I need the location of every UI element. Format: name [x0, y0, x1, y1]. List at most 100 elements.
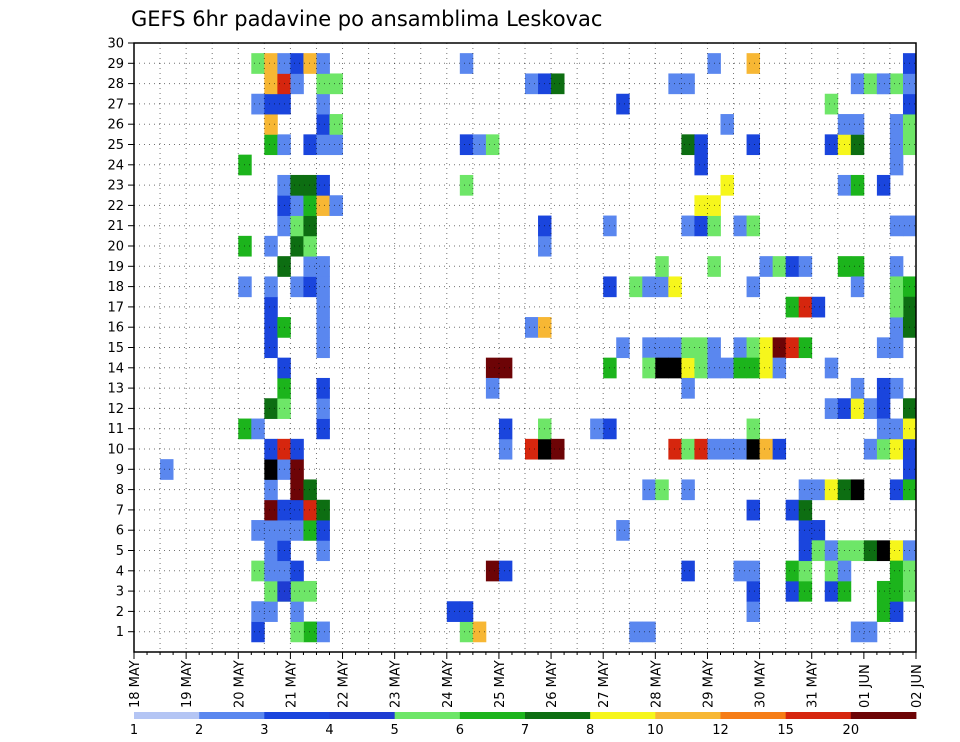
- heatmap-cell: [264, 459, 278, 480]
- legend-label: 3: [260, 723, 268, 738]
- heatmap-cell: [616, 520, 630, 541]
- heatmap-cell: [316, 53, 330, 74]
- heatmap-cell: [655, 256, 669, 277]
- heatmap-cell: [251, 53, 265, 74]
- heatmap-cell: [459, 174, 474, 196]
- heatmap-cell: [889, 560, 904, 582]
- heatmap-cell: [694, 134, 708, 156]
- heatmap-cell: [785, 337, 800, 359]
- heatmap-cell: [329, 114, 343, 135]
- heatmap-cell: [876, 377, 891, 399]
- heatmap-cell: [316, 520, 330, 541]
- heatmap-cell: [876, 174, 891, 196]
- heatmap-cell: [264, 601, 278, 622]
- heatmap-cell: [629, 621, 643, 643]
- heatmap-cell: [889, 479, 904, 501]
- heatmap-cell: [759, 256, 774, 277]
- heatmap-cell: [694, 438, 708, 460]
- y-tick-label: 24: [107, 158, 124, 173]
- legend-swatch: [394, 712, 461, 719]
- x-tick-label: 23 MAY: [389, 660, 404, 708]
- x-tick-label: 25 MAY: [493, 660, 508, 708]
- x-tick-label: 21 MAY: [284, 660, 299, 708]
- heatmap-cell: [798, 256, 813, 277]
- heatmap-cell: [889, 134, 904, 156]
- x-tick-label: 01 JUN: [858, 664, 873, 708]
- y-axis: 1234567891011121314151617181920212223242…: [107, 37, 134, 640]
- heatmap-cell: [459, 621, 474, 643]
- heatmap-cell: [889, 317, 904, 338]
- heatmap-cell: [264, 520, 278, 541]
- heatmap-cell: [720, 357, 734, 379]
- heatmap-cell: [303, 580, 317, 602]
- heatmap-cell: [863, 398, 878, 419]
- x-tick-label: 29 MAY: [702, 660, 717, 708]
- heatmap-cell: [746, 53, 760, 74]
- heatmap-cell: [290, 235, 304, 257]
- legend-swatch: [525, 712, 591, 719]
- heatmap-cell: [290, 580, 304, 602]
- heatmap-cell: [889, 276, 904, 298]
- heatmap-cell: [798, 520, 813, 541]
- heatmap-cell: [889, 438, 904, 460]
- heatmap-cell: [850, 134, 865, 156]
- heatmap-cell: [668, 276, 682, 298]
- heatmap-cell: [303, 235, 317, 257]
- heatmap-cell: [850, 377, 865, 399]
- x-axis: 18 MAY 19 MAY 20 MAY 21 MAY 22 MAY 23 MAY 24 M…: [128, 652, 925, 708]
- heatmap-cell: [290, 499, 304, 521]
- heatmap-cell: [485, 560, 500, 582]
- heatmap-cell: [681, 377, 695, 399]
- heatmap-cell: [889, 256, 904, 277]
- legend-label: 4: [325, 723, 333, 738]
- y-tick-label: 21: [107, 219, 124, 234]
- heatmap-cell: [264, 438, 278, 460]
- heatmap-cell: [681, 337, 695, 359]
- heatmap-cell: [316, 337, 330, 359]
- heatmap-cell: [850, 479, 865, 501]
- heatmap-cell: [316, 114, 330, 135]
- heatmap-cell: [785, 560, 800, 582]
- heatmap-cell: [863, 73, 878, 95]
- y-tick-label: 30: [107, 37, 124, 52]
- heatmap-cell: [264, 337, 278, 359]
- y-tick-label: 9: [116, 463, 124, 478]
- heatmap-cell: [316, 418, 330, 440]
- heatmap-cell: [889, 601, 904, 622]
- heatmap-cell: [850, 114, 865, 135]
- heatmap-cell: [316, 398, 330, 419]
- heatmap-cell: [785, 256, 800, 277]
- heatmap-cell: [785, 580, 800, 602]
- heatmap-cell: [290, 601, 304, 622]
- legend-label: 15: [777, 723, 794, 738]
- heatmap-cell: [785, 296, 800, 318]
- heatmap-cell: [681, 73, 695, 95]
- heatmap-cell: [876, 438, 891, 460]
- heatmap-cell: [251, 601, 265, 622]
- heatmap-cell: [316, 317, 330, 338]
- heatmap-cell: [746, 560, 760, 582]
- heatmap-cell: [746, 601, 760, 622]
- heatmap-cell: [290, 479, 304, 501]
- legend-swatch: [785, 712, 852, 719]
- heatmap-cell: [694, 154, 708, 176]
- x-tick-label: 22 MAY: [337, 660, 352, 708]
- legend-swatch: [459, 712, 526, 719]
- heatmap-cell: [316, 499, 330, 521]
- heatmap-cell: [876, 418, 891, 440]
- heatmap-cell: [264, 93, 278, 115]
- y-tick-label: 6: [116, 524, 124, 539]
- heatmap-cell: [733, 357, 747, 379]
- heatmap-cell: [746, 580, 760, 602]
- x-tick-label: 27 MAY: [597, 660, 612, 708]
- heatmap-cell: [290, 621, 304, 643]
- heatmap-cell: [746, 276, 760, 298]
- heatmap-cell: [746, 215, 760, 237]
- heatmap-cell: [264, 398, 278, 419]
- heatmap-cell: [746, 499, 760, 521]
- heatmap-cell: [264, 134, 278, 156]
- heatmap-cell: [681, 215, 695, 237]
- heatmap-cell: [290, 520, 304, 541]
- heatmap-cell: [616, 337, 630, 359]
